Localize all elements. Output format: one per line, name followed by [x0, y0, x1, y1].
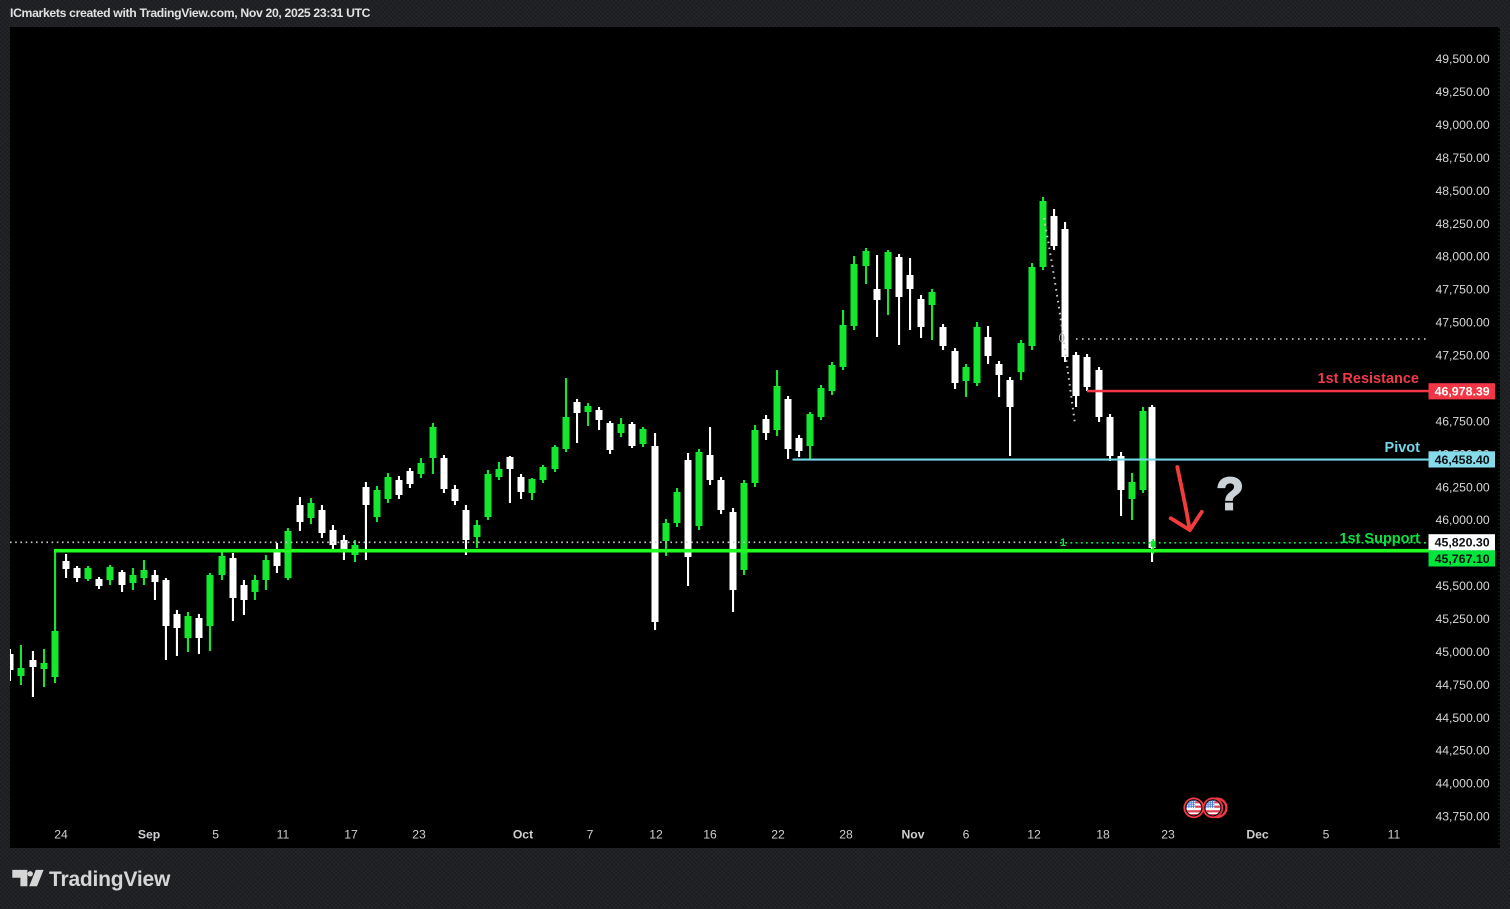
svg-text:Nov: Nov — [901, 828, 924, 842]
svg-text:44,000.00: 44,000.00 — [1435, 777, 1489, 791]
svg-text:48,250.00: 48,250.00 — [1435, 217, 1489, 231]
svg-text:46,250.00: 46,250.00 — [1435, 480, 1489, 494]
svg-text:Sep: Sep — [138, 828, 160, 842]
svg-text:0: 0 — [1059, 333, 1065, 345]
svg-text:Dec: Dec — [1246, 828, 1269, 842]
svg-text:1st Resistance: 1st Resistance — [1317, 371, 1419, 387]
svg-text:28: 28 — [839, 828, 853, 842]
svg-text:47,750.00: 47,750.00 — [1435, 283, 1489, 297]
svg-text:49,500.00: 49,500.00 — [1435, 52, 1489, 66]
svg-text:45,820.30: 45,820.30 — [1435, 536, 1490, 550]
svg-text:49,250.00: 49,250.00 — [1435, 85, 1489, 99]
svg-text:47,500.00: 47,500.00 — [1435, 316, 1489, 330]
svg-text:46,458.40: 46,458.40 — [1435, 453, 1490, 467]
svg-text:49,000.00: 49,000.00 — [1435, 118, 1489, 132]
svg-text:47,250.00: 47,250.00 — [1435, 349, 1489, 363]
svg-text:48,500.00: 48,500.00 — [1435, 184, 1489, 198]
svg-text:12: 12 — [1027, 828, 1041, 842]
svg-text:24: 24 — [54, 828, 68, 842]
svg-text:17: 17 — [344, 828, 358, 842]
svg-text:23: 23 — [412, 828, 426, 842]
svg-text:45,250.00: 45,250.00 — [1435, 612, 1489, 626]
svg-text:1st Support: 1st Support — [1339, 531, 1420, 547]
svg-text:18: 18 — [1096, 828, 1110, 842]
svg-text:?: ? — [1216, 469, 1244, 520]
svg-text:TradingView: TradingView — [49, 868, 171, 891]
svg-text:16: 16 — [703, 828, 717, 842]
svg-text:Pivot: Pivot — [1385, 440, 1421, 456]
svg-text:6: 6 — [963, 828, 970, 842]
svg-text:45,767.10: 45,767.10 — [1435, 552, 1490, 566]
svg-text:22: 22 — [771, 828, 785, 842]
svg-text:11: 11 — [1388, 828, 1401, 842]
svg-text:48,750.00: 48,750.00 — [1435, 151, 1489, 165]
svg-text:5: 5 — [212, 828, 219, 842]
svg-text:11: 11 — [277, 828, 290, 842]
svg-text:46,978.39: 46,978.39 — [1435, 385, 1490, 399]
svg-text:23: 23 — [1161, 828, 1175, 842]
svg-text:48,000.00: 48,000.00 — [1435, 250, 1489, 264]
svg-text:43,750.00: 43,750.00 — [1435, 810, 1489, 824]
svg-text:44,500.00: 44,500.00 — [1435, 711, 1489, 725]
svg-text:46,750.00: 46,750.00 — [1435, 414, 1489, 428]
svg-text:44,750.00: 44,750.00 — [1435, 678, 1489, 692]
svg-text:45,000.00: 45,000.00 — [1435, 645, 1489, 659]
svg-text:1: 1 — [1060, 537, 1066, 549]
svg-text:Oct: Oct — [513, 828, 533, 842]
svg-text:46,000.00: 46,000.00 — [1435, 513, 1489, 527]
svg-text:12: 12 — [649, 828, 663, 842]
svg-text:7: 7 — [587, 828, 594, 842]
svg-text:44,250.00: 44,250.00 — [1435, 744, 1489, 758]
svg-text:45,500.00: 45,500.00 — [1435, 579, 1489, 593]
svg-text:5: 5 — [1323, 828, 1330, 842]
